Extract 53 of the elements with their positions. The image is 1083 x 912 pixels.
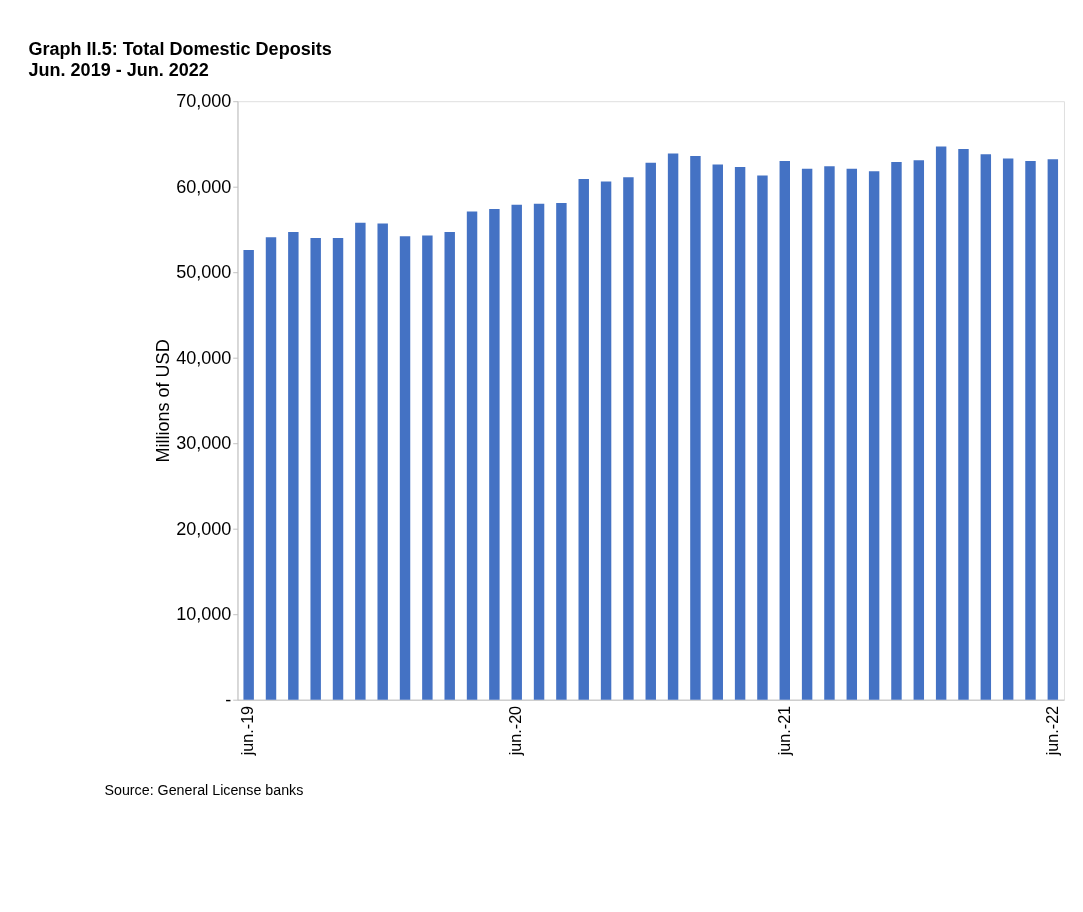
bar: [399, 236, 411, 700]
bar: [623, 177, 634, 700]
bar: [332, 238, 344, 700]
x-tick-label: jun.-22: [1042, 705, 1061, 757]
y-tick-label: 40,000: [176, 347, 232, 368]
bar: [801, 168, 813, 700]
bar: [712, 164, 723, 700]
chart-subtitle: Jun. 2019 - Jun. 2022: [28, 59, 209, 80]
bar: [958, 149, 969, 700]
bar: [1025, 161, 1036, 700]
bar: [779, 161, 790, 700]
bar: [489, 208, 500, 700]
bar: [824, 166, 835, 700]
bar: [868, 171, 880, 700]
y-tick-label: 50,000: [176, 262, 232, 283]
bar: [511, 204, 522, 700]
bar: [667, 153, 679, 700]
bar: [310, 238, 321, 700]
y-tick-label: 30,000: [176, 433, 232, 454]
y-tick-label: 20,000: [176, 518, 232, 539]
y-tick-label: 10,000: [176, 604, 232, 625]
bar: [466, 211, 478, 700]
bar: [891, 161, 902, 700]
bar: [980, 154, 992, 700]
bar: [265, 237, 277, 700]
bar: [734, 167, 746, 700]
x-tick-label: jun.-19: [238, 705, 257, 757]
y-axis-title: Millions of USD: [152, 339, 173, 463]
chart-title: Graph II.5: Total Domestic Deposits: [28, 38, 332, 59]
bar: [377, 223, 388, 700]
source-note: Source: General License banks: [104, 781, 304, 798]
bar: [645, 162, 656, 700]
bar: [1002, 158, 1014, 700]
bar: [757, 175, 768, 700]
bar: [556, 202, 567, 700]
y-tick-label: 70,000: [176, 91, 232, 112]
y-tick-label: -: [225, 689, 232, 710]
bar: [1047, 159, 1059, 700]
bar: [913, 160, 925, 700]
bar: [600, 181, 612, 700]
x-tick-label: jun.-21: [774, 705, 793, 757]
bar: [690, 155, 701, 700]
bar: [533, 203, 545, 700]
bar: [243, 249, 254, 700]
bar: [935, 146, 947, 700]
bar: [288, 232, 299, 700]
x-tick-label: jun.-20: [506, 705, 525, 757]
bar: [355, 222, 366, 700]
bar: [578, 179, 589, 700]
bar: [846, 168, 858, 700]
bar: [422, 235, 433, 700]
bar: [444, 232, 455, 700]
y-tick-label: 60,000: [176, 176, 232, 197]
